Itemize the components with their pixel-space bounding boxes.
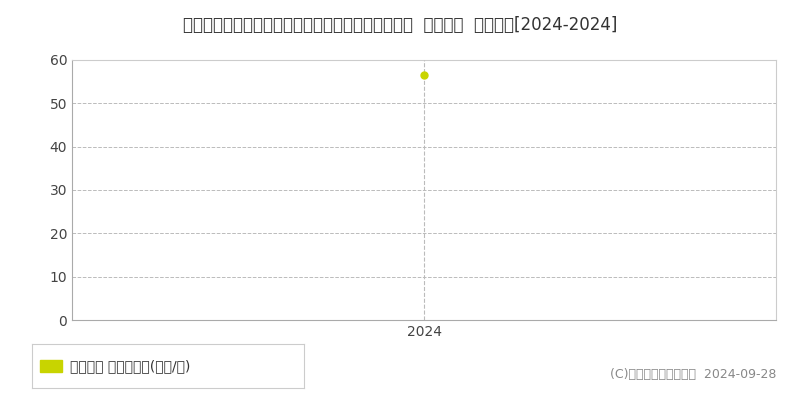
Bar [40,360,62,372]
Text: (C)土地価格ドットコム  2024-09-28: (C)土地価格ドットコム 2024-09-28 [610,368,776,380]
Text: 公示地価 平均坪単価(万円/坪): 公示地価 平均坪単価(万円/坪) [70,359,190,373]
Text: 滋賀県草津市南草津プリムタウン１丁目１１番８外  公示地価  地価推移[2024-2024]: 滋賀県草津市南草津プリムタウン１丁目１１番８外 公示地価 地価推移[2024-2… [183,16,617,34]
